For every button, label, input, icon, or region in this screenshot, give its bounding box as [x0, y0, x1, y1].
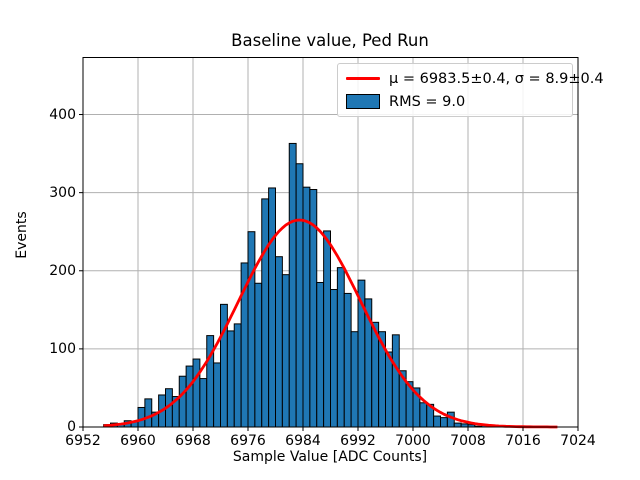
- axes-spines: [82, 57, 579, 428]
- histogram-bar: [137, 406, 146, 428]
- legend-entry-fit: μ = 6983.5±0.4, σ = 8.9±0.4: [346, 71, 604, 87]
- histogram-bar: [288, 142, 297, 428]
- y-tick-label: 200: [49, 262, 76, 279]
- histogram-bar: [213, 362, 221, 428]
- legend-patch-sample: [346, 94, 380, 109]
- histogram-bar: [220, 303, 228, 428]
- histogram-bar: [391, 334, 400, 428]
- histogram-bar: [281, 274, 290, 428]
- histogram-bar: [385, 351, 393, 428]
- legend-line-sample: [346, 77, 380, 80]
- histogram-bar: [330, 289, 338, 428]
- histogram-bar: [350, 331, 359, 428]
- x-tick-label: 7024: [560, 433, 596, 449]
- y-tick-label: 0: [67, 419, 76, 435]
- histogram-bar: [261, 198, 270, 428]
- x-tick-label: 6960: [120, 433, 156, 449]
- legend-entry-hist: RMS = 9.0: [346, 94, 564, 110]
- histogram-bar: [453, 422, 462, 428]
- histogram-bar: [295, 163, 304, 428]
- legend-fit-label: μ = 6983.5±0.4, σ = 8.9±0.4: [389, 70, 604, 87]
- y-axis-label: Events: [14, 211, 30, 259]
- histogram-bar: [275, 256, 283, 428]
- histogram-bar: [178, 375, 187, 428]
- x-tick-label: 6968: [175, 433, 211, 449]
- histogram-bar: [199, 378, 208, 428]
- histogram-bar: [268, 187, 276, 428]
- legend: μ = 6983.5±0.4, σ = 8.9±0.4 RMS = 9.0: [337, 63, 604, 117]
- histogram-bar: [247, 231, 256, 428]
- y-tick-label: 300: [49, 184, 76, 201]
- x-tick-label: 6984: [285, 433, 321, 449]
- x-tick-label: 7016: [505, 433, 541, 449]
- x-tick-label: 7008: [450, 433, 486, 449]
- histogram-bar: [419, 402, 428, 428]
- histogram-bar: [144, 398, 153, 428]
- histogram-bar: [185, 365, 194, 428]
- legend-rms-label: RMS = 9.0: [389, 93, 466, 110]
- chart-title: Baseline value, Ped Run: [231, 31, 429, 50]
- histogram-bar: [316, 281, 325, 428]
- x-tick-label: 6952: [65, 433, 101, 449]
- histogram-bar: [433, 415, 441, 428]
- x-tick-label: 7000: [395, 433, 431, 449]
- x-tick-label: 6992: [340, 433, 376, 449]
- histogram-bar: [343, 292, 352, 428]
- y-tick-label: 400: [49, 106, 76, 123]
- gaussian-fit-curve: [103, 218, 558, 429]
- x-tick-label: 6976: [230, 433, 266, 449]
- histogram-bar: [440, 417, 448, 428]
- histogram-bar: [323, 230, 331, 428]
- x-axis-label: Sample Value [ADC Counts]: [232, 449, 428, 465]
- y-tick-label: 100: [49, 340, 76, 357]
- histogram-bar: [192, 358, 201, 428]
- histogram-bar: [254, 282, 263, 428]
- histogram-bar: [226, 330, 235, 428]
- histogram-bar: [336, 267, 345, 428]
- histogram-bar: [233, 323, 242, 428]
